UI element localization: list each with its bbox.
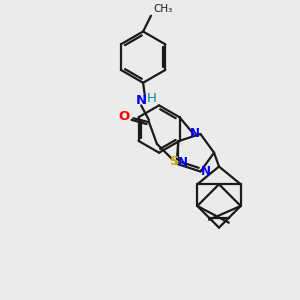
- Text: N: N: [201, 165, 212, 178]
- Text: O: O: [119, 110, 130, 123]
- Text: CH₃: CH₃: [153, 4, 172, 14]
- Text: N: N: [190, 128, 200, 140]
- Text: H: H: [147, 92, 157, 105]
- Text: N: N: [136, 94, 147, 107]
- Text: N: N: [178, 156, 188, 169]
- Text: S: S: [170, 155, 179, 168]
